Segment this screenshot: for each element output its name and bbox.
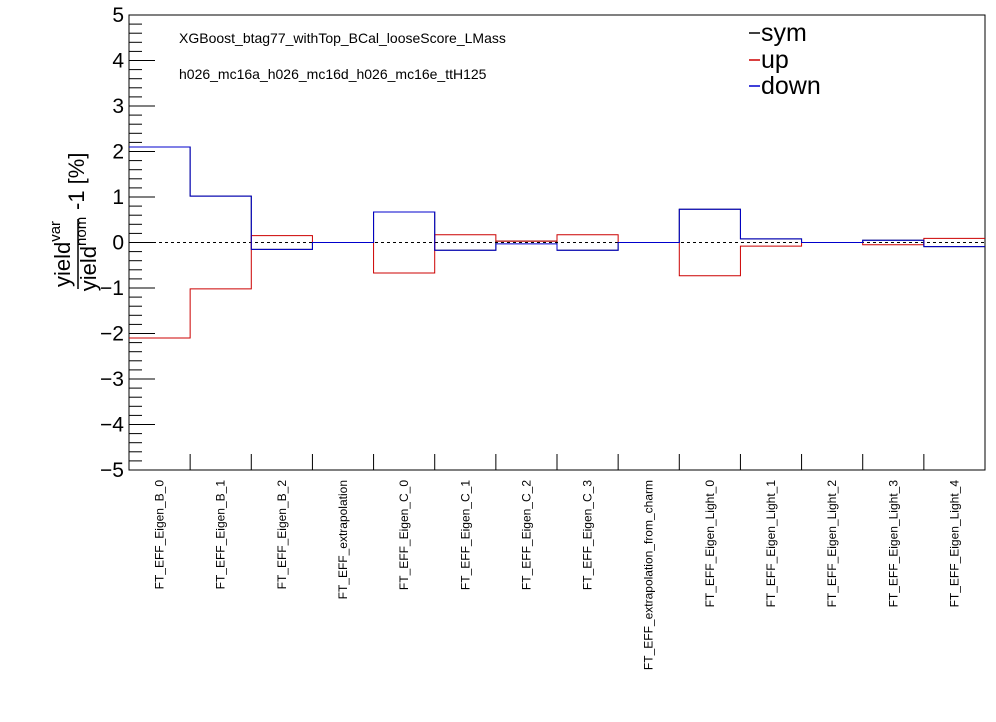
y-tick-label: 2 (112, 141, 124, 164)
x-category-label: FT_EFF_extrapolation (336, 480, 350, 599)
legend-label-up: up (761, 46, 789, 74)
legend: sym up down (749, 19, 821, 100)
annotation-2: h026_mc16a_h026_mc16d_h026_mc16e_ttH125 (179, 66, 487, 82)
y-tick-label: 5 (112, 4, 124, 27)
x-category-label: FT_EFF_Eigen_Light_3 (886, 480, 900, 608)
legend-label-down: down (761, 72, 821, 100)
x-category-label: FT_EFF_Eigen_Light_0 (703, 480, 717, 608)
y-tick-label: −3 (100, 368, 124, 391)
y-tick-label: −4 (100, 414, 124, 437)
y-axis-num-sup: var (47, 221, 64, 242)
y-axis-den-base: yield (76, 246, 101, 291)
x-category-label: FT_EFF_Eigen_B_2 (275, 480, 289, 590)
y-tick-label: 1 (112, 186, 124, 209)
annotation-1: XGBoost_btag77_withTop_BCal_looseScore_L… (179, 30, 506, 46)
y-axis-den-sup: nom (73, 217, 90, 246)
y-axis-num-base: yield (50, 242, 75, 287)
x-category-label: FT_EFF_Eigen_Light_4 (947, 480, 961, 608)
svg-text:yieldnom: yieldnom (73, 217, 101, 291)
x-category-label: FT_EFF_Eigen_Light_2 (825, 480, 839, 608)
y-tick-label: −2 (100, 323, 124, 346)
x-category-label: FT_EFF_Eigen_C_1 (458, 480, 472, 590)
y-tick-label: 4 (112, 50, 124, 73)
x-category-label: FT_EFF_Eigen_C_3 (581, 480, 595, 590)
legend-label-sym: sym (761, 19, 807, 47)
series-line-down (129, 146, 985, 251)
x-category-label: FT_EFF_Eigen_Light_1 (764, 480, 778, 608)
series-down (129, 146, 985, 251)
y-tick-label: −1 (100, 277, 124, 300)
y-axis-title: yieldvar yieldnom -1 [%] (47, 153, 101, 292)
x-category-label: FT_EFF_Eigen_B_1 (214, 480, 228, 590)
x-category-label: FT_EFF_extrapolation_from_charm (642, 480, 656, 670)
y-tick-label: −5 (100, 459, 124, 482)
svg-text:yieldvar: yieldvar (47, 221, 75, 287)
y-tick-label: 3 (112, 95, 124, 118)
y-axis-suffix: -1 [%] (64, 153, 89, 210)
y-tick-label: 0 (112, 232, 124, 255)
x-category-label: FT_EFF_Eigen_C_2 (519, 480, 533, 590)
x-category-label: FT_EFF_Eigen_C_0 (397, 480, 411, 590)
x-category-label: FT_EFF_Eigen_B_0 (153, 480, 167, 590)
